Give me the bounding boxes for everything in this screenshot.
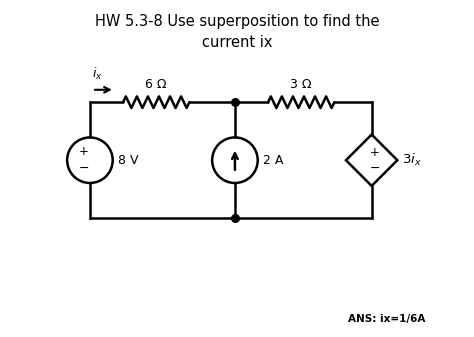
Text: $3i_x$: $3i_x$	[402, 152, 422, 168]
Text: 3 Ω: 3 Ω	[291, 78, 312, 91]
Text: $i_x$: $i_x$	[92, 66, 103, 82]
Text: −: −	[79, 162, 89, 175]
Text: −: −	[370, 162, 380, 175]
Text: 6 Ω: 6 Ω	[146, 78, 167, 91]
Text: current ix: current ix	[202, 35, 272, 50]
Text: 2 A: 2 A	[263, 154, 283, 167]
Text: +: +	[79, 146, 89, 158]
Text: +: +	[370, 146, 380, 159]
Text: 8 V: 8 V	[118, 154, 138, 167]
Text: ANS: ix=1/6A: ANS: ix=1/6A	[348, 314, 426, 324]
Text: HW 5.3-8 Use superposition to find the: HW 5.3-8 Use superposition to find the	[95, 14, 379, 29]
